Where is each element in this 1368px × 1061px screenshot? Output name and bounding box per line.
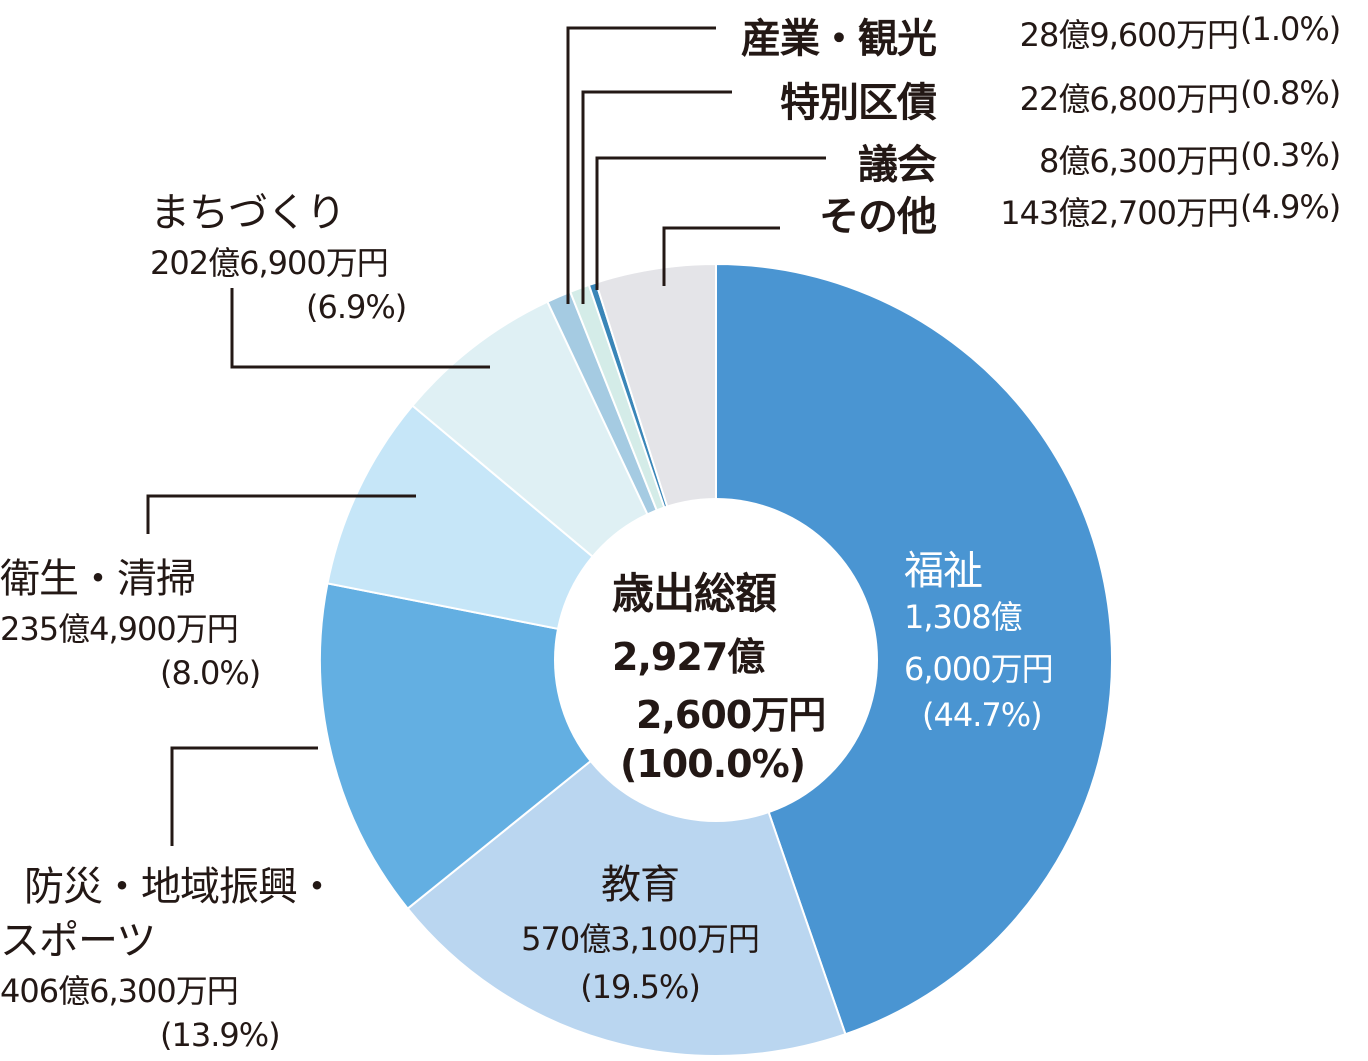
- label-bond-percent: (0.8%): [1240, 74, 1341, 112]
- center-amount-line1: 2,927億: [612, 635, 765, 679]
- center-amount-line2: 2,600万円: [636, 693, 826, 737]
- label-assembly-name: 議会: [858, 142, 937, 188]
- label-other-percent: (4.9%): [1240, 188, 1341, 226]
- label-education-percent: (19.5%): [580, 968, 701, 1006]
- label-disaster-name-line1: 防災・地域振興・: [24, 864, 337, 910]
- label-other-name: その他: [819, 194, 937, 240]
- label-education: 教育 570億3,100万円 (19.5%): [480, 852, 800, 1006]
- label-bond-amount: 22億6,800万円: [1019, 80, 1239, 118]
- label-education-amount: 570億3,100万円: [521, 920, 760, 958]
- label-industry-percent: (1.0%): [1240, 10, 1341, 48]
- leader-assembly: [595, 156, 826, 290]
- label-disaster-amount: 406億6,300万円: [0, 972, 239, 1010]
- label-welfare-name: 福祉: [904, 548, 983, 594]
- leader-sanitation: [146, 494, 416, 534]
- label-urban-amount: 202億6,900万円: [150, 244, 389, 282]
- label-industry-amount: 28億9,600万円: [1019, 16, 1239, 54]
- leader-other: [662, 226, 780, 286]
- leader-lines: [146, 26, 826, 846]
- label-welfare-amount-line1: 1,308億: [904, 598, 1023, 636]
- label-sanitation-name: 衛生・清掃: [0, 556, 196, 602]
- label-sanitation-amount: 235億4,900万円: [0, 610, 239, 648]
- slice-welfare: [715, 262, 1113, 1036]
- leader-urban: [230, 288, 490, 369]
- label-welfare-amount-line2: 6,000万円: [904, 650, 1054, 688]
- label-bond-name: 特別区債: [780, 80, 937, 126]
- center-title: 歳出総額: [612, 569, 777, 618]
- label-other-amount: 143億2,700万円: [1000, 194, 1239, 232]
- leader-industry: [566, 26, 716, 304]
- label-education-name: 教育: [601, 862, 680, 908]
- label-welfare-percent: (44.7%): [922, 696, 1043, 734]
- label-urban-name: まちづくり: [150, 190, 346, 236]
- label-disaster-name-line2: スポーツ: [0, 918, 156, 964]
- label-sanitation-percent: (8.0%): [160, 654, 261, 692]
- label-assembly-percent: (0.3%): [1240, 136, 1341, 174]
- leader-bond: [581, 90, 732, 304]
- label-urban-percent: (6.9%): [306, 288, 407, 326]
- label-assembly-amount: 8億6,300万円: [1039, 142, 1239, 180]
- leader-disaster: [170, 746, 318, 846]
- center-percent: (100.0%): [620, 742, 806, 786]
- label-industry-name: 産業・観光: [741, 16, 937, 62]
- donut-hole: [554, 498, 878, 822]
- label-disaster-percent: (13.9%): [160, 1016, 281, 1054]
